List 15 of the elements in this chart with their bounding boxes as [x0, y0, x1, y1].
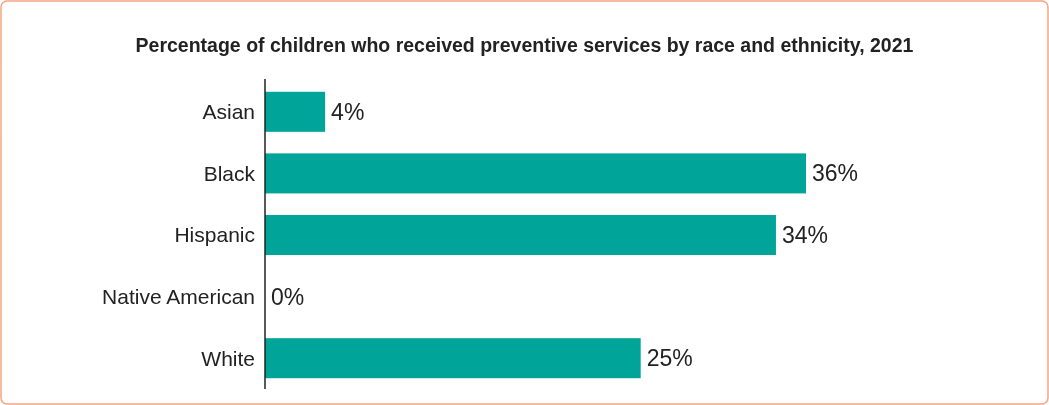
- bar: [265, 153, 806, 194]
- y-tick-label: Native American: [102, 284, 255, 308]
- y-tick-label: Black: [203, 161, 256, 185]
- bar: [265, 91, 326, 132]
- data-label: 25%: [646, 345, 693, 372]
- y-tick-label: Asian: [202, 100, 255, 124]
- data-label: 36%: [812, 160, 859, 187]
- chart-title: Percentage of children who received preventive services by race and ethnicity, 2021: [135, 34, 914, 56]
- bar: [265, 214, 776, 256]
- y-tick-label: Hispanic: [174, 223, 255, 247]
- y-tick-label: White: [201, 346, 255, 370]
- data-label: 4%: [331, 98, 365, 125]
- data-label: 0%: [271, 283, 305, 310]
- data-label: 34%: [781, 222, 828, 249]
- bar: [265, 338, 641, 379]
